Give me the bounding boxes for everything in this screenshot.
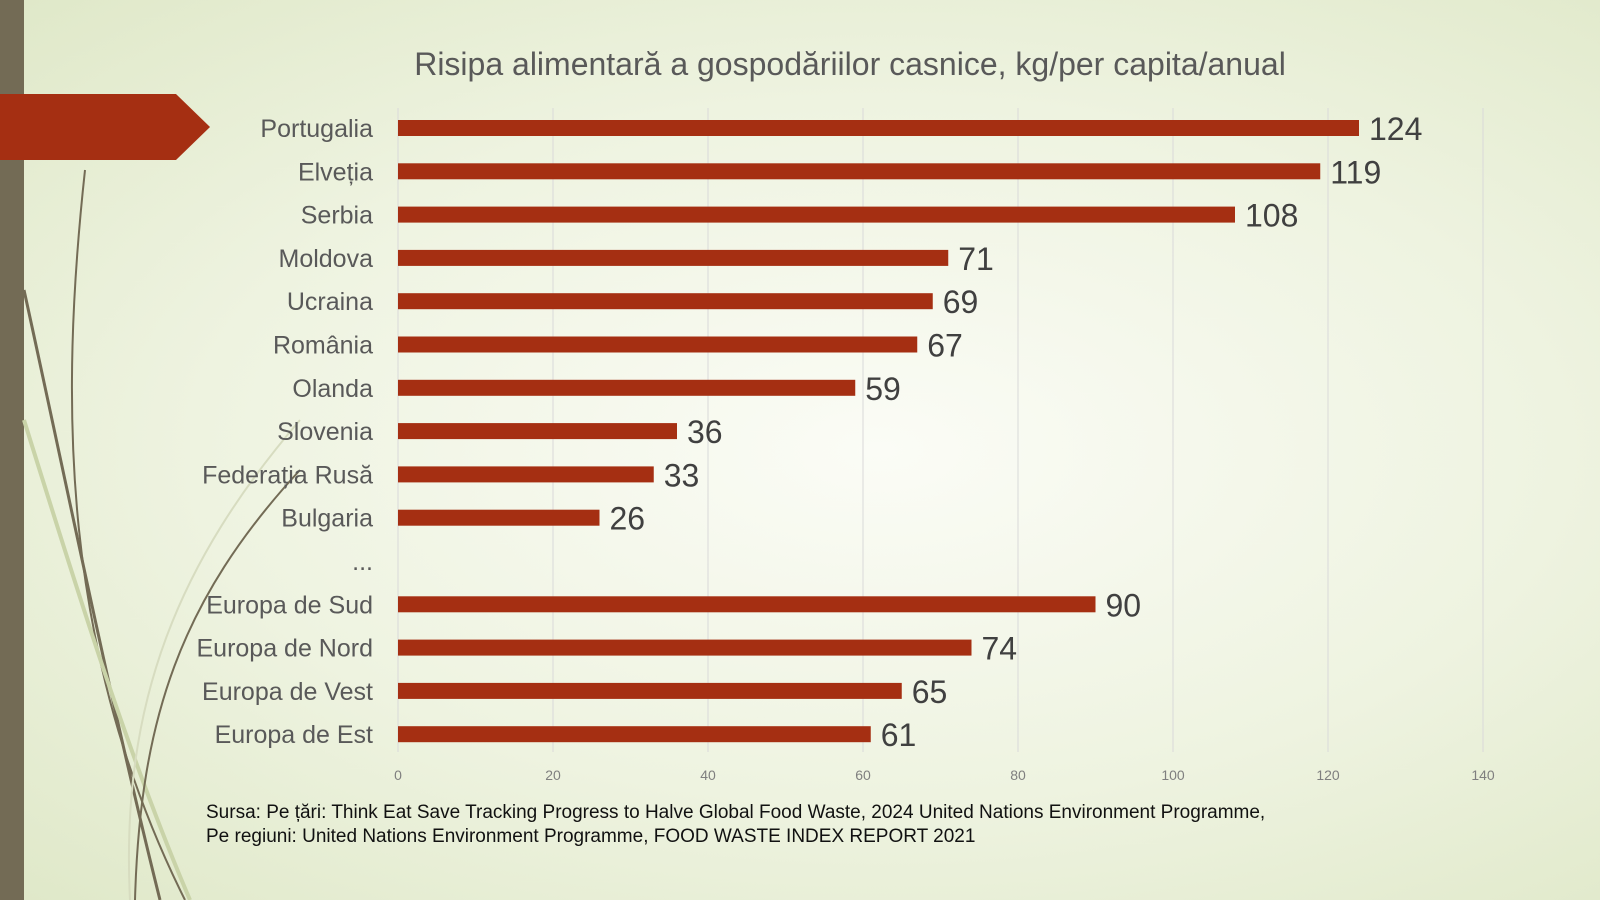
category-label: Slovenia <box>277 418 373 446</box>
bar <box>398 293 933 310</box>
chart-title: Risipa alimentară a gospodăriilor casnic… <box>414 46 1286 82</box>
bar <box>398 682 902 699</box>
data-label: 36 <box>687 414 723 450</box>
category-label: ... <box>352 548 373 576</box>
category-label: Elveția <box>298 158 373 186</box>
bar <box>398 206 1235 223</box>
data-label: 108 <box>1245 198 1298 234</box>
category-label: Bulgaria <box>281 505 373 533</box>
bar <box>398 379 856 396</box>
bar <box>398 466 654 483</box>
data-label: 61 <box>881 717 917 753</box>
source-line-2: Pe regiuni: United Nations Environment P… <box>206 826 976 847</box>
bar <box>398 163 1321 180</box>
x-tick-label: 0 <box>394 767 402 783</box>
bar <box>398 336 918 353</box>
x-tick-label: 60 <box>855 767 871 783</box>
category-label: Serbia <box>301 202 373 230</box>
data-label: 124 <box>1369 111 1422 147</box>
x-tick-label: 140 <box>1471 767 1495 783</box>
x-tick-label: 120 <box>1316 767 1340 783</box>
x-tick-label: 40 <box>700 767 716 783</box>
category-label: România <box>273 332 373 360</box>
category-label: Europa de Vest <box>202 678 373 706</box>
bar <box>398 726 871 743</box>
bar <box>398 596 1096 613</box>
data-label: 69 <box>943 284 979 320</box>
data-label: 119 <box>1330 154 1381 190</box>
x-tick-label: 100 <box>1161 767 1185 783</box>
category-label: Ucraina <box>287 288 373 316</box>
title-arrow-banner <box>0 94 210 160</box>
category-label: Federația Rusă <box>202 461 373 489</box>
data-label: 74 <box>982 631 1018 667</box>
data-label: 59 <box>865 371 901 407</box>
category-label: Moldova <box>279 245 374 273</box>
category-label: Olanda <box>292 375 373 403</box>
x-tick-label: 20 <box>545 767 561 783</box>
bar <box>398 423 677 440</box>
data-label: 71 <box>958 241 994 277</box>
data-label: 90 <box>1106 587 1142 623</box>
bar <box>398 509 600 526</box>
source-line-1: Sursa: Pe țări: Think Eat Save Tracking … <box>206 802 1266 823</box>
category-label: Europa de Sud <box>206 591 373 619</box>
data-label: 26 <box>610 501 646 537</box>
bar <box>398 120 1359 136</box>
data-label: 33 <box>664 457 700 493</box>
bar <box>398 639 972 656</box>
source-note: Sursa: Pe țări: Think Eat Save Tracking … <box>206 801 1265 849</box>
x-tick-label: 80 <box>1010 767 1026 783</box>
category-label: Europa de Nord <box>196 635 373 663</box>
category-label: Europa de Est <box>215 721 373 749</box>
category-label: Portugalia <box>260 115 373 143</box>
data-label: 65 <box>912 674 948 710</box>
bar <box>398 249 949 266</box>
data-label: 67 <box>927 328 963 364</box>
